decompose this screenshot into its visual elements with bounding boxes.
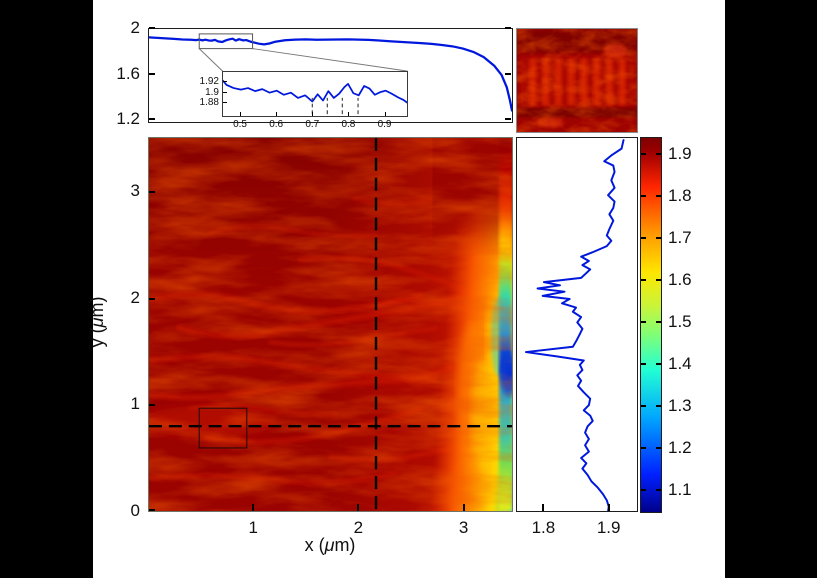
inset-xtick-label: 0.9 — [377, 119, 392, 130]
right-panel-xtick — [542, 504, 545, 511]
colorbar-tick-label: 1.2 — [668, 437, 692, 457]
colorbar-tick-label: 1.3 — [668, 395, 692, 415]
top-profile-plot — [149, 33, 512, 112]
inset-xtick — [384, 112, 386, 116]
top-panel-ytick-label: 1.2 — [116, 109, 140, 129]
inset-ytick — [223, 80, 227, 82]
heatmap-ytick — [149, 191, 155, 194]
top-panel-ytick — [505, 118, 511, 121]
heatmap-ytick-label: 1 — [130, 394, 140, 414]
x-axis-label: x (μm) — [275, 535, 385, 556]
inset-xtick — [240, 112, 242, 116]
heatmap-xtick-label: 2 — [353, 518, 364, 537]
heatmap-ytick — [149, 509, 155, 511]
inset-xtick-label: 0.8 — [341, 119, 356, 130]
zoom-connector-line — [198, 48, 223, 72]
heatmap-xtick — [462, 504, 465, 511]
x-axis-label-text: m) — [334, 535, 356, 555]
inset-xtick-label: 0.5 — [233, 119, 247, 130]
colorbar-tick-label: 1.1 — [668, 479, 692, 499]
colorbar-tick — [641, 236, 646, 239]
right-panel-xtick — [607, 504, 610, 511]
zoom-connector-line — [252, 48, 408, 72]
top-panel-ytick — [505, 27, 511, 29]
heatmap-art — [149, 138, 512, 511]
heatmap-ytick — [149, 297, 155, 300]
colorbar-tick — [656, 320, 661, 323]
inset-xtick-label: 0.7 — [305, 119, 320, 130]
right-profile-panel — [516, 137, 638, 512]
texture-inset-panel — [516, 28, 638, 133]
heatmap-ytick-label: 3 — [130, 181, 140, 201]
colorbar-tick-label: 1.5 — [668, 311, 692, 331]
heatmap-ytick-label: 0 — [130, 501, 140, 520]
heatmap-panel — [148, 137, 513, 512]
heatmap-plot — [149, 138, 512, 511]
texture-inset-image — [517, 29, 637, 132]
roi-rectangle — [198, 407, 248, 449]
colorbar-tick — [641, 446, 646, 449]
top-panel-ytick — [505, 72, 511, 75]
top-profile-curve — [149, 36, 512, 112]
right-panel-xtick-label: 1.9 — [596, 518, 621, 537]
colorbar-tick — [641, 362, 646, 365]
x-axis-label-text: x ( — [304, 535, 325, 555]
top-panel-ytick-label: 1.6 — [116, 63, 140, 83]
top-panel-ytick-label: 2 — [130, 18, 140, 37]
colorbar-tick — [656, 236, 661, 239]
heatmap-xtick-label: 1 — [248, 518, 258, 537]
inset-xtick — [276, 112, 278, 116]
heatmap-xtick-label: 3 — [458, 518, 469, 537]
inset-ytick — [223, 102, 227, 104]
colorbar-tick-label: 1.6 — [668, 269, 692, 289]
heatmap-xtick — [357, 504, 360, 511]
mu-symbol: μ — [324, 535, 335, 555]
inset-ytick — [223, 91, 227, 93]
colorbar-tick — [656, 404, 661, 407]
colorbar-tick — [656, 446, 661, 449]
top-panel-ytick — [149, 27, 155, 29]
inset-zoom-curve — [223, 79, 407, 104]
right-profile-curve — [524, 139, 625, 511]
heatmap-ytick — [149, 404, 155, 407]
texture-noise — [517, 29, 637, 132]
top-panel-ytick — [149, 72, 155, 75]
colorbar — [640, 137, 662, 513]
colorbar-tick — [641, 194, 646, 197]
right-panel-xtick-label: 1.8 — [531, 518, 556, 537]
zoom-source-box — [198, 33, 254, 50]
colorbar-tick-label: 1.8 — [668, 185, 692, 205]
heatmap-ytick-label: 2 — [130, 287, 140, 307]
colorbar-tick-label: 1.7 — [668, 227, 692, 247]
colorbar-tick — [656, 278, 661, 281]
inset-xtick — [348, 112, 350, 116]
right-profile-plot — [524, 139, 625, 511]
inset-zoom-plot — [223, 79, 407, 115]
inset-ytick-label: 1.92 — [199, 75, 219, 87]
colorbar-tick — [656, 152, 661, 155]
colorbar-tick-label: 1.9 — [668, 143, 692, 163]
colorbar-tick — [641, 152, 646, 155]
colorbar-tick — [656, 488, 661, 491]
inset-ytick-label: 1.88 — [199, 97, 219, 109]
inset-xtick — [312, 112, 314, 116]
inset-ytick-label: 1.9 — [205, 86, 219, 98]
colorbar-tick — [656, 362, 661, 365]
colorbar-tick — [641, 278, 646, 281]
y-axis-label-text: y ( — [87, 327, 108, 348]
colorbar-tick — [641, 488, 646, 491]
colorbar-tick — [656, 194, 661, 197]
inset-zoom-panel — [222, 71, 408, 117]
top-panel-ytick — [149, 118, 155, 121]
colorbar-tick — [641, 404, 646, 407]
heatmap-xtick — [252, 504, 255, 511]
mu-symbol: μ — [87, 317, 108, 328]
colorbar-tick — [641, 320, 646, 323]
inset-xtick-label: 0.6 — [269, 119, 284, 130]
colorbar-tick-label: 1.4 — [668, 353, 692, 373]
